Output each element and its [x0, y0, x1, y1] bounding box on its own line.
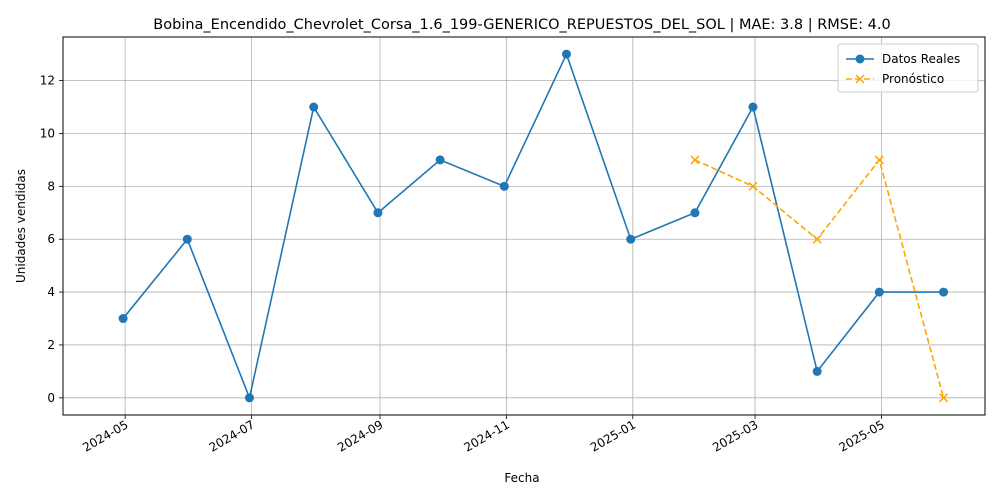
data-point	[499, 181, 509, 191]
data-point	[690, 208, 700, 218]
series-line	[122, 52, 944, 401]
legend-label: Datos Reales	[882, 52, 960, 66]
y-tick-label: 4	[47, 285, 55, 299]
data-point	[874, 287, 884, 297]
series-datos-reales	[118, 49, 949, 403]
plot-frame	[62, 36, 986, 416]
chart-title: Bobina_Encendido_Chevrolet_Corsa_1.6_199…	[153, 17, 890, 33]
data-point	[182, 234, 192, 244]
legend-marker	[855, 74, 865, 84]
legend-marker	[855, 54, 865, 64]
series-layer	[118, 49, 949, 403]
data-point	[118, 314, 128, 324]
data-point	[690, 155, 700, 165]
x-axis-label: Fecha	[504, 471, 539, 485]
data-point	[939, 393, 949, 403]
data-point	[626, 234, 636, 244]
y-tick-label: 12	[40, 74, 55, 88]
series-pronostico	[690, 155, 949, 403]
data-point	[561, 49, 571, 59]
legend: Datos Reales Pronóstico	[837, 43, 979, 93]
data-point	[874, 155, 884, 165]
data-point	[309, 102, 319, 112]
data-point	[748, 102, 758, 112]
y-axis: 0 2 4 6 8 10 12	[40, 74, 63, 405]
grid-lines	[63, 37, 985, 415]
y-tick-label: 6	[47, 232, 55, 246]
y-tick-label: 2	[47, 338, 55, 352]
data-point	[812, 366, 822, 376]
legend-box	[837, 43, 979, 93]
data-point	[373, 208, 383, 218]
y-tick-label: 8	[47, 179, 55, 193]
y-axis-label: Unidades vendidas	[14, 169, 28, 283]
y-tick-label: 0	[47, 391, 55, 405]
legend-label: Pronóstico	[882, 72, 944, 86]
data-point	[244, 393, 254, 403]
data-point	[812, 234, 822, 244]
data-point	[939, 287, 949, 297]
data-point	[435, 155, 445, 165]
data-point	[748, 181, 758, 191]
y-tick-label: 10	[40, 126, 55, 140]
